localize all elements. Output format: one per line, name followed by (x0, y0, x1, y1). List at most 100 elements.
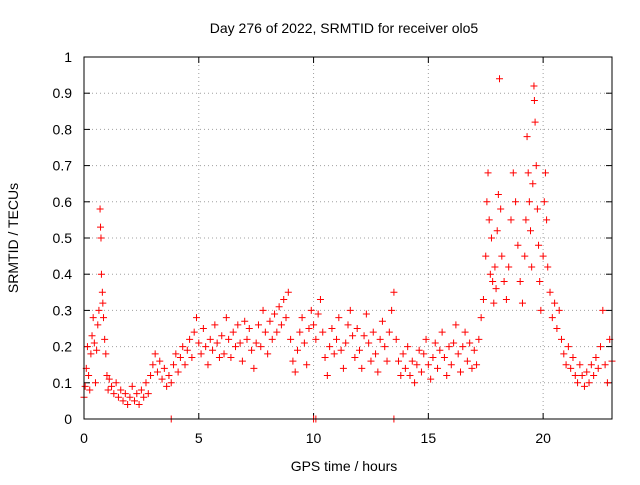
data-point (183, 346, 191, 354)
data-point (422, 335, 430, 343)
x-tick-label: 5 (195, 430, 203, 446)
data-point (592, 353, 600, 361)
data-point (93, 346, 101, 354)
data-point (408, 357, 416, 365)
data-point (87, 350, 95, 358)
data-point (174, 368, 182, 376)
data-point (142, 379, 150, 387)
data-point (502, 296, 510, 304)
data-point (126, 393, 134, 401)
y-tick-labels: 0 0.1 0.2 0.3 0.4 0.5 0.6 0.7 0.8 0.9 1 (53, 49, 73, 427)
data-point (83, 343, 91, 351)
data-point (300, 339, 308, 347)
data-point (483, 198, 491, 206)
data-point (137, 386, 145, 394)
data-point (277, 321, 285, 329)
y-tick-label: 0.9 (53, 85, 73, 101)
chart-title: Day 276 of 2022, SRMTID for receiver olo… (210, 20, 479, 36)
data-point (482, 252, 490, 260)
data-point (273, 328, 281, 336)
data-point (176, 353, 184, 361)
data-point (124, 401, 132, 409)
data-point (289, 357, 297, 365)
data-point (491, 263, 499, 271)
data-point (254, 321, 262, 329)
data-point (117, 386, 125, 394)
data-point (128, 382, 136, 390)
data-point (360, 332, 368, 340)
y-tick-label: 0.2 (53, 339, 73, 355)
y-tick-label: 0.5 (53, 230, 73, 246)
data-point (209, 346, 217, 354)
data-point (541, 169, 549, 177)
data-point (599, 306, 607, 314)
data-point (241, 317, 249, 325)
data-point (349, 332, 357, 340)
data-point (232, 343, 240, 351)
data-point (170, 361, 178, 369)
data-point (562, 361, 570, 369)
data-point (571, 372, 579, 380)
data-point (266, 317, 274, 325)
data-point (533, 205, 541, 213)
data-point (603, 379, 611, 387)
data-point (291, 368, 299, 376)
data-point (284, 288, 292, 296)
data-point (110, 390, 118, 398)
data-point (102, 350, 110, 358)
data-point (206, 335, 214, 343)
data-point (468, 364, 476, 372)
data-point (310, 321, 318, 329)
data-point (507, 216, 515, 224)
x-tick-label: 10 (306, 430, 322, 446)
data-point (365, 339, 373, 347)
data-point (259, 306, 267, 314)
data-point (147, 372, 155, 380)
data-point (557, 335, 565, 343)
data-point (429, 353, 437, 361)
data-point (378, 317, 386, 325)
data-point (497, 205, 505, 213)
data-point (535, 241, 543, 249)
x-tick-label: 0 (80, 430, 88, 446)
data-point (100, 314, 108, 322)
data-point (530, 96, 538, 104)
data-point (479, 296, 487, 304)
data-point (500, 277, 508, 285)
data-point (438, 328, 446, 336)
data-point (179, 343, 187, 351)
data-point (280, 296, 288, 304)
data-point (326, 343, 334, 351)
data-point (121, 390, 129, 398)
data-point (527, 227, 535, 235)
data-point (165, 372, 173, 380)
data-point (319, 328, 327, 336)
data-point (383, 357, 391, 365)
data-point (454, 350, 462, 358)
data-point (496, 75, 504, 83)
data-point (518, 299, 526, 307)
grid (84, 57, 612, 419)
data-point (167, 379, 175, 387)
data-point (431, 339, 439, 347)
data-point (498, 252, 506, 260)
data-point (484, 169, 492, 177)
data-point (257, 343, 265, 351)
x-axis-title: GPS time / hours (291, 458, 398, 474)
data-point (190, 328, 198, 336)
data-point (530, 82, 538, 90)
data-point (548, 314, 556, 322)
data-point (199, 325, 207, 332)
data-point (512, 198, 520, 206)
data-point (367, 357, 375, 365)
data-point (514, 241, 522, 249)
data-point (390, 288, 398, 296)
data-point (531, 118, 539, 126)
data-point (188, 353, 196, 361)
data-point (112, 379, 120, 387)
data-point (528, 263, 536, 271)
data-point (222, 314, 230, 322)
data-point (271, 310, 279, 318)
data-point (546, 288, 554, 296)
